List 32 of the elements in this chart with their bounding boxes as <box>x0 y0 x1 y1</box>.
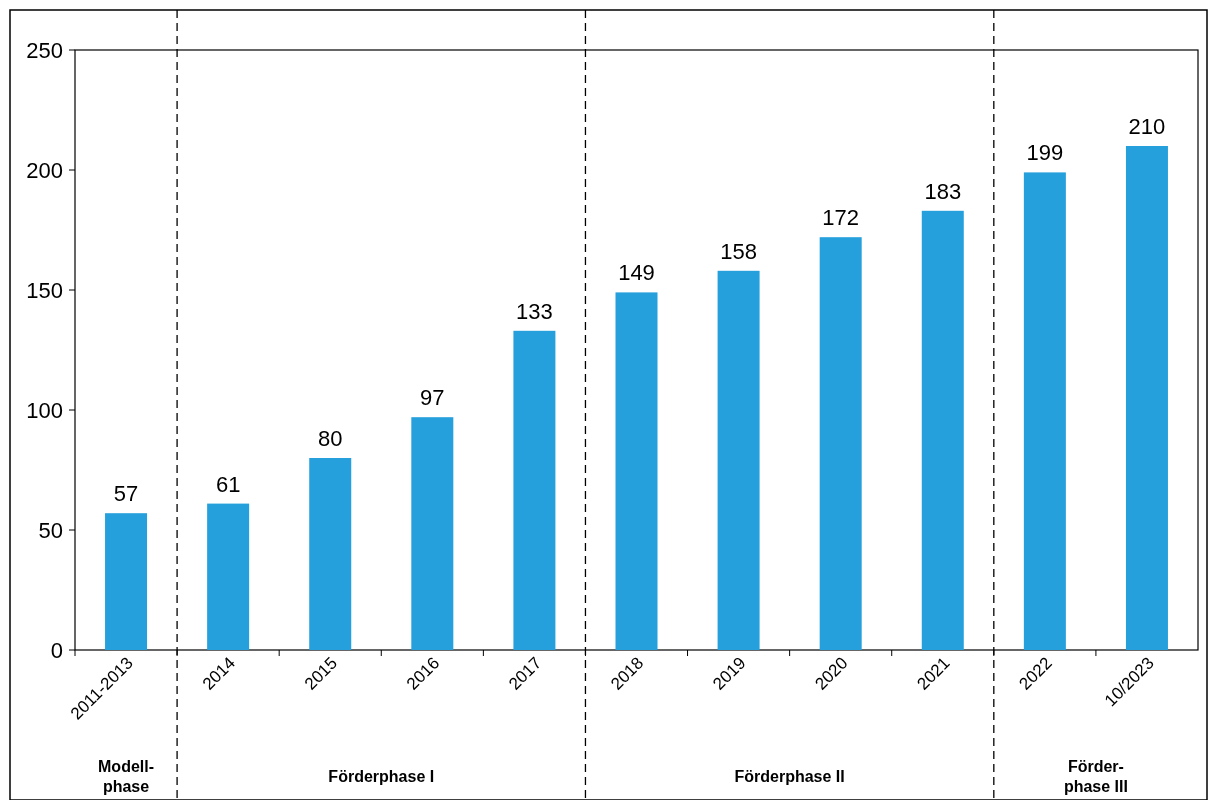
bar <box>513 330 556 650</box>
bar <box>309 458 352 650</box>
bar <box>615 292 658 650</box>
bar <box>411 417 454 650</box>
text: Förderphase I <box>328 768 435 785</box>
y-tick-label: 200 <box>26 157 63 183</box>
data-label: 210 <box>1128 114 1166 139</box>
text: Förderphase II <box>734 768 845 785</box>
data-label: 61 <box>215 471 241 497</box>
y-tick-label: 0 <box>50 637 63 663</box>
y-tick-label: 100 <box>26 397 63 423</box>
bar <box>207 503 250 650</box>
y-tick-label: 150 <box>26 277 63 303</box>
bar <box>921 210 964 650</box>
bar <box>105 513 148 650</box>
y-tick-label: 250 <box>26 37 63 63</box>
data-label: 199 <box>1026 140 1064 166</box>
bar <box>1023 172 1066 650</box>
data-label: 172 <box>822 205 860 231</box>
data-label: 149 <box>618 260 655 286</box>
bar <box>717 270 760 650</box>
text: Modell-phase <box>98 758 155 795</box>
text: Förder-phase III <box>1063 758 1128 795</box>
data-label: 158 <box>720 238 757 264</box>
data-label: 80 <box>317 426 343 451</box>
data-label: 97 <box>420 385 445 411</box>
bar <box>1125 146 1168 650</box>
bar <box>819 237 862 650</box>
y-tick-label: 50 <box>38 517 63 543</box>
data-label: 183 <box>924 178 962 204</box>
data-label: 57 <box>113 481 139 507</box>
data-label: 133 <box>516 298 553 324</box>
